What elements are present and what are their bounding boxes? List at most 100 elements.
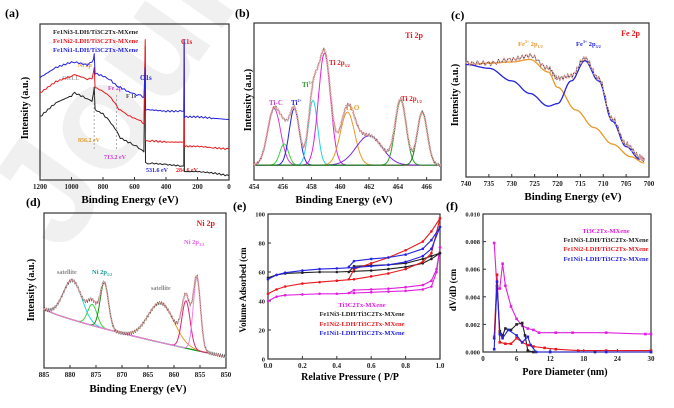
legend-f-4: Fe1Ni1-LDH/Ti3C2Tx-MXene xyxy=(563,256,648,263)
data-point-e xyxy=(430,257,433,261)
x-tick-label-f: 0 xyxy=(481,355,485,363)
xlabel-a: Binding Energy (eV) xyxy=(81,194,179,206)
series-line-a-1 xyxy=(39,39,230,150)
title-d: Ni 2p xyxy=(197,219,216,228)
x-tick-label-a: 0 xyxy=(227,183,231,191)
data-point-e xyxy=(387,272,390,275)
data-point-f xyxy=(649,332,653,336)
data-point-e xyxy=(266,299,270,303)
x-tick-label-d: 860 xyxy=(169,371,180,379)
legend-e-2: Fe1Ni3-LDH/Ti3C2Tx-MXene xyxy=(319,311,404,318)
y-tick-label-e: 0 xyxy=(262,357,265,364)
plot-frame-d xyxy=(43,212,227,369)
x-tick-label-d: 855 xyxy=(195,371,206,379)
data-point-f xyxy=(501,334,504,337)
x-tick-label-c: 720 xyxy=(552,180,563,188)
x-tick-label-a: 600 xyxy=(129,183,140,191)
data-point-e xyxy=(430,251,433,255)
x-tick-label-c: 705 xyxy=(621,180,632,188)
annot-a-e531: 531.6 eV xyxy=(146,168,169,174)
data-point-e xyxy=(301,282,304,285)
data-point-e xyxy=(421,254,425,258)
data-point-e xyxy=(301,293,304,296)
data-point-e xyxy=(430,285,433,288)
data-point-f xyxy=(529,343,532,347)
data-point-e xyxy=(430,247,433,251)
annot-d-ni12: Ni 2p1/2 xyxy=(92,269,112,277)
series-line-e-3 xyxy=(348,252,441,273)
y-tick-label-e: 40 xyxy=(259,299,266,306)
title-c: Fe 2p xyxy=(621,29,640,38)
data-point-e xyxy=(335,270,339,274)
annot-a-e284: 284.6 eV xyxy=(176,168,199,174)
data-point-e xyxy=(352,288,356,292)
data-point-f xyxy=(604,331,608,334)
x-tick-label-a: 800 xyxy=(98,183,109,191)
series-line-f-3 xyxy=(493,281,651,353)
peak-fit-d-4 xyxy=(43,300,227,358)
data-point-f xyxy=(526,343,530,347)
data-point-f xyxy=(504,342,507,346)
legend-f-3: Fe1Ni2-LDH/Ti3C2Tx-MXene xyxy=(563,246,648,253)
annot-a-f1s: F 1s xyxy=(126,94,137,100)
x-tick-label-b: 458 xyxy=(306,183,317,191)
data-point-f xyxy=(509,305,513,308)
y-tick-label-f: 0.000 xyxy=(465,350,480,357)
annot-a-e713: 713.2 eV xyxy=(104,155,127,161)
x-tick-label-d: 865 xyxy=(143,371,154,379)
data-point-e xyxy=(438,225,442,229)
data-point-e xyxy=(283,285,287,288)
data-point-e xyxy=(335,292,339,296)
x-tick-label-e: 0.8 xyxy=(401,362,410,370)
xlabel-b: Binding Energy (eV) xyxy=(295,194,393,206)
annot-a-e856: 856.2 eV xyxy=(78,138,101,144)
data-point-f xyxy=(526,327,530,330)
series-line-f-0 xyxy=(493,242,651,335)
ylabel-c: Intensity (a.u.) xyxy=(450,64,461,127)
data-point-e xyxy=(430,254,433,258)
data-point-f xyxy=(498,287,502,290)
x-tick-label-f: 18 xyxy=(580,355,588,363)
title-b: Ti 2p xyxy=(405,31,423,40)
data-point-e xyxy=(347,291,351,295)
ylabel-d: Intensity (a.u.) xyxy=(26,259,37,322)
data-point-f xyxy=(506,328,510,332)
annot-c-fe1: Fe3+ 2p1/2 xyxy=(518,39,543,49)
data-point-e xyxy=(283,271,287,275)
baseline-d xyxy=(43,308,227,358)
data-point-f xyxy=(495,280,499,283)
data-point-f xyxy=(509,342,513,346)
data-point-e xyxy=(438,246,442,249)
data-point-f xyxy=(501,262,504,265)
data-point-e xyxy=(335,267,339,270)
series-line-c-1 xyxy=(465,60,641,160)
x-tick-label-a: 400 xyxy=(161,183,172,191)
series-line-e-0 xyxy=(267,247,441,302)
envelope-line-d xyxy=(43,274,227,358)
data-point-e xyxy=(347,277,351,281)
annot-b-ti2: Ti2+ xyxy=(291,98,303,107)
x-tick-label-b: 466 xyxy=(421,183,432,191)
data-point-f xyxy=(554,331,558,334)
x-tick-label-e: 0.2 xyxy=(298,362,307,370)
data-point-e xyxy=(404,285,407,289)
data-point-f xyxy=(532,350,535,354)
ylabel-b: Intensity (a.u.) xyxy=(243,69,254,132)
data-point-f xyxy=(515,336,518,340)
data-point-e xyxy=(421,283,425,287)
x-tick-label-c: 725 xyxy=(529,180,540,188)
x-tick-label-e: 0.4 xyxy=(332,362,341,370)
legend-a-2: Fe1Ni2-LDH/Ti3C2Tx-MXene xyxy=(53,38,138,45)
panel-label-c: (c) xyxy=(451,8,464,22)
legend-a-3: Fe1Ni1-LDH/Ti3C2Tx-MXene xyxy=(53,47,138,54)
data-point-f xyxy=(520,324,524,328)
data-point-f xyxy=(492,241,496,245)
data-point-f xyxy=(495,273,499,277)
data-point-e xyxy=(369,264,373,268)
data-point-e xyxy=(430,230,433,233)
data-point-e xyxy=(387,263,390,267)
xlabel-d: Binding Energy (eV) xyxy=(89,383,187,395)
x-tick-label-f: 6 xyxy=(515,355,519,363)
y-tick-label-e: 80 xyxy=(259,241,266,248)
data-point-e xyxy=(352,291,356,295)
